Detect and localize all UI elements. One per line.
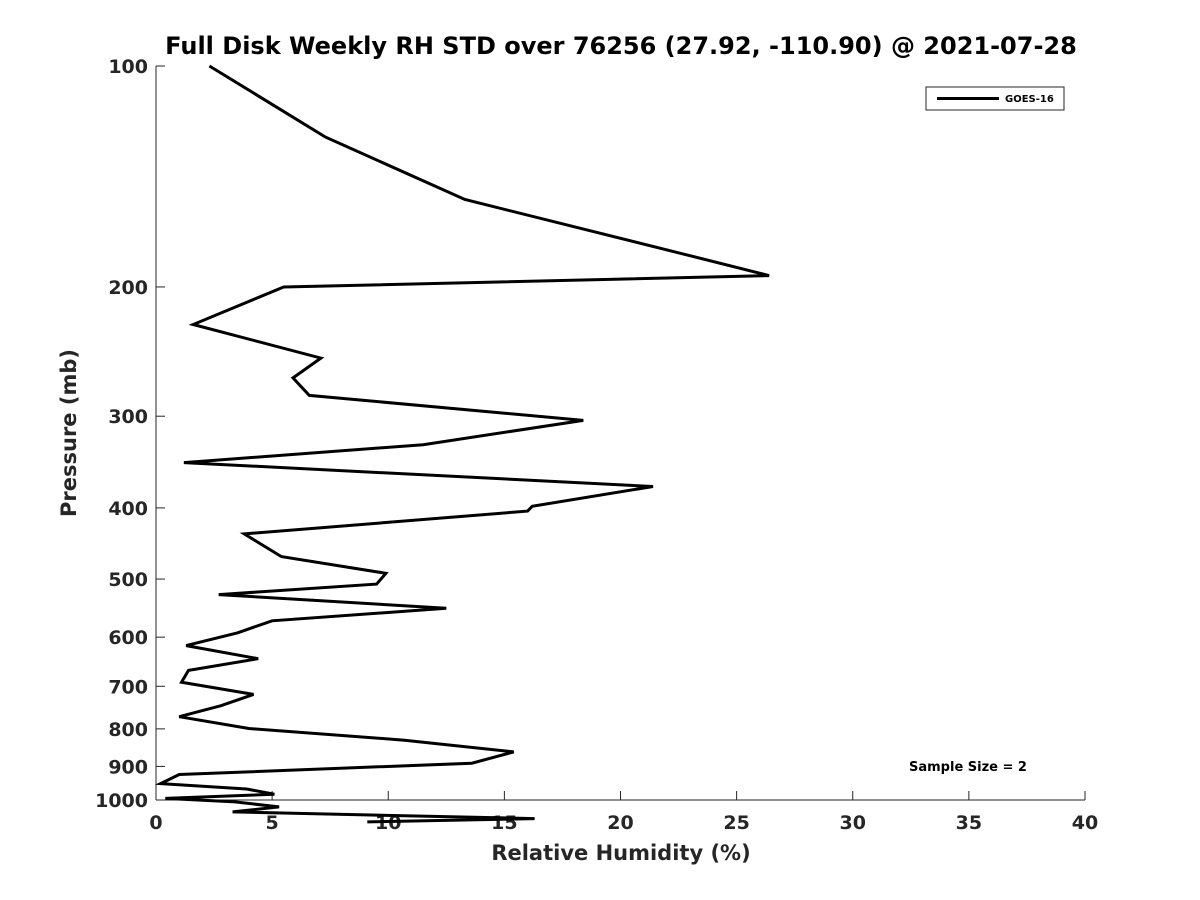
y-tick-label: 400 — [108, 498, 148, 520]
x-tick-label: 0 — [149, 812, 162, 834]
y-tick-label: 900 — [108, 756, 148, 778]
y-tick-label: 800 — [108, 719, 148, 741]
x-tick-label: 40 — [1072, 812, 1098, 834]
x-tick-label: 20 — [607, 812, 633, 834]
plot-frame — [156, 66, 1085, 800]
x-tick-label: 30 — [840, 812, 866, 834]
y-tick-label: 1000 — [95, 790, 148, 812]
y-tick-label: 100 — [108, 56, 148, 78]
y-tick-label: 500 — [108, 569, 148, 591]
x-tick-label: 15 — [491, 812, 517, 834]
x-ticks: 0 5 10 15 20 25 30 35 40 — [149, 791, 1098, 834]
x-axis-label: Relative Humidity (%) — [491, 841, 750, 865]
legend: GOES-16 — [925, 86, 1065, 111]
sample-size-annotation: Sample Size = 2 — [909, 760, 1027, 775]
chart-title: Full Disk Weekly RH STD over 76256 (27.9… — [165, 32, 1077, 60]
legend-label-goes-16: GOES-16 — [1005, 94, 1054, 105]
x-tick-label: 35 — [956, 812, 982, 834]
series-line-goes-16 — [154, 64, 770, 824]
y-tick-label: 600 — [108, 627, 148, 649]
y-tick-label: 300 — [108, 406, 148, 428]
series-layer — [154, 64, 770, 824]
y-tick-label: 200 — [108, 277, 148, 299]
y-axis-label: Pressure (mb) — [57, 349, 81, 517]
x-tick-label: 5 — [266, 812, 279, 834]
y-tick-label: 700 — [108, 676, 148, 698]
y-ticks: 100 200 300 400 500 600 700 800 900 1000 — [95, 56, 165, 812]
x-tick-label: 25 — [723, 812, 749, 834]
x-tick-label: 10 — [375, 812, 401, 834]
plot-area: 0 5 10 15 20 25 30 35 40 100 200 300 400 500 600 700 80… — [95, 56, 1098, 834]
